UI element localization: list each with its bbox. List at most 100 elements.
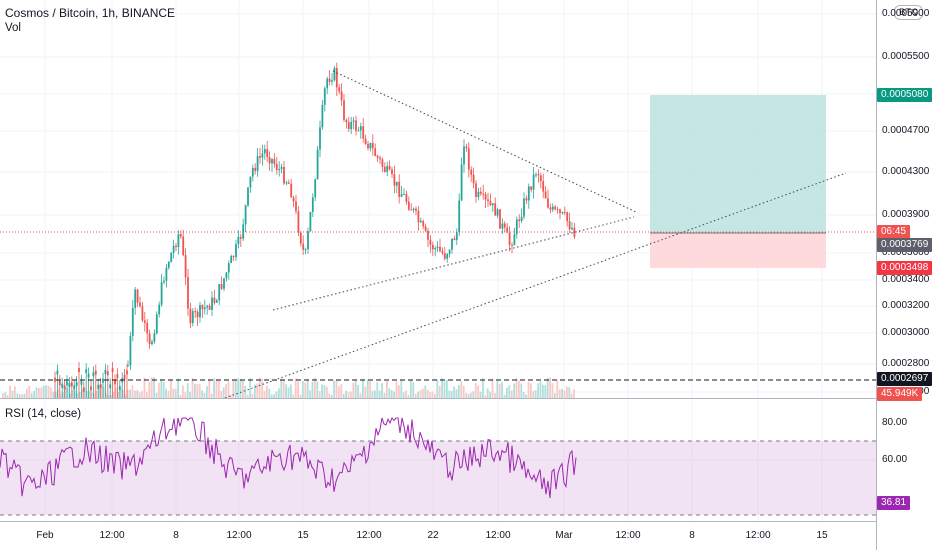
volume-bar [458,384,460,398]
volume-bar [69,393,71,398]
volume-bar [270,394,273,398]
volume-bar [50,387,52,398]
volume-bar [278,388,280,398]
volume-bar [189,391,191,398]
target-zone[interactable] [650,95,826,233]
volume-bar [393,391,395,398]
rsi-pane[interactable]: RSI (14, close) [0,400,876,521]
candle-body [70,382,73,387]
volume-bar [143,377,146,398]
volume-bar [23,393,26,398]
currency-button[interactable]: BTC [894,5,923,20]
stop-zone[interactable] [650,233,826,268]
candle-body [141,306,144,321]
candle-body [477,191,480,198]
time-tick: 8 [173,530,179,541]
candle-body [247,187,249,206]
volume-bar [537,383,539,398]
volume-bar [510,390,513,398]
candle-body [443,253,446,259]
candle-body [412,208,415,210]
candle-body [268,157,271,164]
price-chart[interactable] [0,0,876,399]
candle-body [515,219,518,235]
candle-body [448,249,451,254]
candle-body [297,211,300,233]
time-tick: 12:00 [356,530,382,541]
candle-body [362,126,365,139]
volume-bar [114,387,117,398]
volume-bar [335,380,338,398]
volume-bar [554,393,556,398]
candle-body [56,370,59,375]
candle-body [271,158,273,164]
candle-body [407,201,410,210]
volume-bar [503,394,506,398]
candle-body [63,385,66,390]
candle-body [220,284,223,289]
volume-bar [201,390,203,398]
candle-body [208,305,211,310]
volume-bar [460,381,463,398]
candle-body [535,174,537,176]
volume-bar [165,388,167,398]
candle-body [319,127,321,150]
volume-bar [210,393,213,398]
candle-body [134,289,137,308]
pane-separator[interactable] [0,398,876,399]
candle-body [109,384,112,389]
volume-bar [448,390,451,398]
candle-body [82,387,85,392]
ascending-trendline[interactable] [272,216,635,311]
price-tick: 0.0004300 [882,166,930,177]
time-tick: 12:00 [226,530,252,541]
candle-body [189,308,192,324]
volume-bar [338,386,340,398]
volume-bar [489,391,491,398]
candle-body [410,209,413,211]
volume-bar [160,379,163,398]
volume-bar [64,387,67,398]
volume-bar [465,393,467,398]
candle-body [230,256,233,264]
candle-body [551,206,554,210]
volume-bar [170,379,172,398]
candle-body [374,148,377,156]
candle-body [484,194,487,200]
candle-body [549,207,552,210]
time-axis[interactable]: Feb 12:00 8 12:00 15 12:00 22 12:00 Mar 12:00 8 12:… [0,521,876,551]
candle-body [383,166,386,172]
candle-body [68,383,71,388]
volume-bar [256,383,259,398]
volume-bar [441,378,443,398]
rsi-chart[interactable] [0,400,876,521]
candle-body [561,212,564,214]
candle-body [254,167,257,171]
volume-bar [383,393,386,398]
volume-bar [66,387,69,398]
volume-bar [194,383,196,398]
price-tick: 0.0003400 [882,274,930,285]
volume-bar [222,387,225,398]
candle-body [542,181,545,192]
candle-body [146,322,149,334]
rsi-value-tag: 36.81 [877,496,911,510]
volume-bar [304,382,307,398]
candle-body [331,80,333,82]
candle-body [172,245,175,253]
price-axis[interactable]: BTC 0.00059000.00055000.00051000.0004700… [876,0,932,550]
candle-body [429,239,432,245]
candle-body [451,238,453,250]
volume-bar [410,380,412,398]
volume-bar [282,379,285,398]
descending-trendline[interactable] [332,70,637,213]
volume-bar [280,378,283,398]
volume-bar [76,393,79,398]
volume-bar [359,393,362,398]
candle-body [165,267,168,281]
volume-bar [78,392,81,398]
price-pane[interactable]: Cosmos / Bitcoin, 1h, BINANCE Vol [0,0,876,399]
volume-bar [299,394,302,398]
volume-bar [225,384,227,398]
volume-bar [532,391,535,398]
